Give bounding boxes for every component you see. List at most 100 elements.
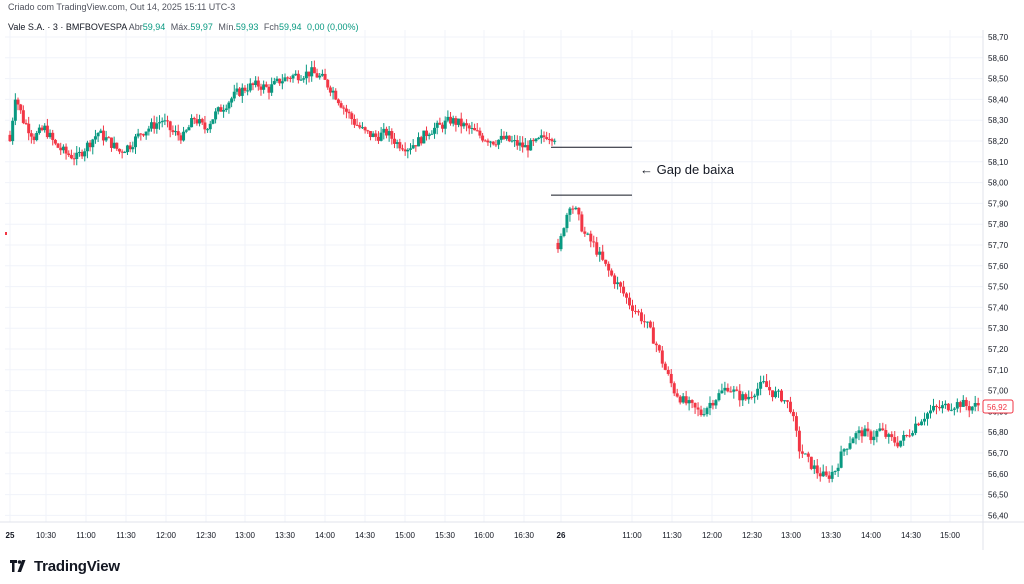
change-value: 0,00 (0,00%) [306, 22, 359, 32]
candle-body [101, 130, 105, 141]
candle-body [619, 282, 623, 287]
candle-body [539, 135, 543, 138]
chart-grid [5, 30, 983, 522]
candle-body [256, 80, 260, 87]
candle-body [206, 129, 210, 131]
candle-body [523, 145, 527, 148]
candle-body [860, 430, 864, 437]
candle-body [142, 134, 145, 136]
candle-body [774, 391, 778, 398]
candle-body [693, 402, 697, 408]
candle-body [291, 75, 295, 79]
candle-body [414, 145, 418, 147]
candle-body [750, 396, 754, 398]
low-label: Mín. [218, 22, 236, 32]
candle-body [648, 321, 652, 328]
candle-body [123, 152, 127, 154]
candle-body [613, 275, 617, 285]
candle-body [580, 214, 584, 232]
candle-body [371, 133, 375, 138]
candle-body [521, 142, 525, 148]
candle-body [219, 107, 223, 112]
candle-body [147, 128, 151, 132]
candle-body [77, 151, 81, 153]
candle-body [645, 321, 649, 323]
candle-body [723, 387, 727, 391]
candle-body [771, 390, 775, 398]
candle-body [595, 242, 599, 255]
price-tick-label: 57,40 [988, 303, 1009, 312]
candle-body [43, 125, 47, 131]
candle-body [690, 400, 694, 403]
candle-body [366, 130, 370, 132]
scroll-marker [5, 232, 7, 235]
candle-body [681, 396, 685, 403]
time-tick-label: 13:00 [235, 531, 256, 540]
symbol-name[interactable]: Vale S.A. · 3 · BMFBOVESPA [8, 22, 127, 32]
price-axis[interactable]: 58,70 58,60 58,50 58,40 58,30 58,20 58,10 58,00… [982, 30, 1009, 550]
candle-body [678, 396, 682, 403]
brand-name: TradingView [34, 557, 120, 575]
candle-body [699, 409, 703, 416]
candle-body [507, 135, 511, 142]
candle-body [307, 71, 311, 77]
candle-body [478, 130, 482, 136]
candle-body [430, 133, 434, 135]
candle-body [35, 132, 39, 141]
price-tick-label: 57,90 [988, 199, 1009, 208]
candle-body [622, 286, 626, 294]
candle-body [403, 149, 407, 152]
candle-body [347, 111, 351, 114]
candle-body [881, 428, 885, 431]
candle-body [753, 395, 757, 398]
candle-body [446, 116, 450, 121]
candle-body [72, 158, 76, 160]
candle-body [666, 369, 670, 374]
gap-annotation: ← Gap de baixa [640, 162, 735, 177]
time-tick-label: 11:00 [622, 531, 642, 540]
candle-body [806, 453, 810, 457]
brand-footer[interactable]: TradingView [10, 554, 120, 578]
open-label: Abr [128, 22, 143, 32]
candle-body [131, 147, 135, 150]
candle-body [326, 79, 330, 88]
high-value: 59,97 [190, 22, 213, 32]
candle-body [741, 394, 745, 401]
candle-body [497, 139, 501, 145]
candle-body [738, 390, 742, 401]
candle-body [64, 146, 68, 154]
time-tick-label: 26 [557, 531, 566, 540]
candle-body [788, 401, 792, 412]
candle-body [672, 383, 676, 394]
candle-body [908, 435, 912, 437]
price-tick-label: 57,10 [988, 366, 1009, 375]
candle-body [633, 310, 637, 312]
candle-body [675, 393, 679, 397]
candle-body [51, 132, 55, 140]
candle-body [462, 123, 466, 127]
candle-body [562, 228, 566, 237]
price-chart[interactable]: ← Gap de baixa 58,70 58,60 58,50 58,40 58,30… [0, 0, 1024, 550]
candle-body [11, 120, 15, 142]
candle-body [604, 259, 608, 264]
candle-body [350, 113, 354, 120]
candle-body [958, 402, 962, 407]
chart-credit: Criado com TradingView.com, Out 14, 2025… [8, 2, 236, 12]
candle-body [732, 389, 736, 392]
candle-body [489, 141, 493, 143]
candle-body [592, 241, 596, 243]
candle-body [272, 81, 276, 85]
candle-body [283, 77, 287, 82]
candle-body [481, 135, 485, 141]
time-axis[interactable]: 25 10:30 11:00 11:30 12:00 12:30 13:00 13:30 14:… [0, 521, 1024, 540]
candle-body [803, 453, 807, 455]
time-tick-label: 13:30 [821, 531, 842, 540]
candle-body [768, 387, 772, 391]
time-tick-label: 16:30 [514, 531, 535, 540]
candle-body [53, 139, 57, 144]
candle-body [726, 387, 730, 392]
last-price-box [982, 399, 1014, 414]
candle-body [547, 138, 551, 140]
candle-body [203, 122, 207, 130]
candle-body [780, 390, 783, 402]
